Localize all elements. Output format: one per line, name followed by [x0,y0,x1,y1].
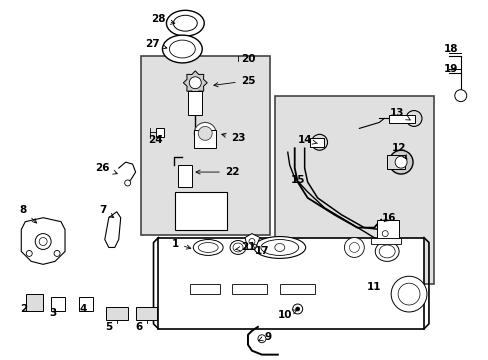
Bar [158,238,423,329]
Text: 19: 19 [443,64,457,74]
Ellipse shape [261,239,298,255]
Ellipse shape [162,35,202,63]
Ellipse shape [169,40,195,58]
Text: 12: 12 [391,143,406,159]
Text: 26: 26 [95,163,117,174]
Bar [79,297,93,311]
Circle shape [388,150,412,174]
Bar [232,284,266,294]
Ellipse shape [173,15,197,31]
Bar [274,96,433,284]
Circle shape [292,304,302,314]
Circle shape [257,335,265,343]
Ellipse shape [253,237,305,258]
Text: 11: 11 [366,282,381,292]
Text: 9: 9 [258,332,271,342]
Circle shape [405,111,421,126]
Bar [51,297,65,311]
Circle shape [454,90,466,102]
Circle shape [54,251,60,256]
Circle shape [26,251,32,256]
Text: 13: 13 [389,108,409,120]
Ellipse shape [233,243,243,252]
Ellipse shape [166,10,204,36]
Polygon shape [244,234,260,249]
Text: 25: 25 [213,76,255,87]
Text: 23: 23 [221,133,245,143]
Bar [194,130,216,148]
Text: 16: 16 [381,213,396,223]
Circle shape [397,283,419,305]
Text: 22: 22 [196,167,239,177]
Circle shape [248,239,254,244]
Bar [178,165,192,187]
Text: 4: 4 [79,304,86,314]
Circle shape [390,276,426,312]
Ellipse shape [379,245,394,258]
Bar [141,56,269,235]
Circle shape [35,234,51,249]
Bar [155,129,164,137]
Bar [26,294,43,311]
Circle shape [194,122,216,144]
Bar [376,220,398,238]
Bar [190,284,220,294]
Bar [309,138,323,147]
Circle shape [39,238,47,246]
Bar [175,192,226,230]
Text: 18: 18 [443,44,457,54]
Text: 3: 3 [49,308,57,318]
Circle shape [124,180,130,186]
Text: 7: 7 [99,205,114,217]
Circle shape [394,156,406,168]
Circle shape [344,238,364,257]
Circle shape [311,134,327,150]
Ellipse shape [274,243,284,251]
Bar [135,307,157,320]
Ellipse shape [193,239,223,255]
Ellipse shape [230,240,245,255]
Ellipse shape [374,242,398,261]
Circle shape [189,77,201,89]
Polygon shape [104,212,121,247]
Text: 1: 1 [171,239,190,249]
Text: 24: 24 [148,135,163,145]
Polygon shape [21,218,65,264]
Bar [386,155,404,169]
Bar [188,91,202,114]
Bar [279,284,314,294]
Text: 20: 20 [240,54,255,64]
Text: 8: 8 [20,205,37,223]
Bar [370,238,400,243]
Circle shape [382,231,387,237]
Text: 14: 14 [297,135,317,145]
Bar [105,307,127,320]
Text: 2: 2 [20,304,27,314]
Text: 10: 10 [277,310,297,320]
Circle shape [198,126,212,140]
Polygon shape [183,71,207,95]
Text: 15: 15 [290,175,305,185]
Text: 17: 17 [252,244,269,256]
Circle shape [295,307,299,311]
Bar [388,114,414,123]
Text: 27: 27 [145,39,166,49]
Text: 5: 5 [105,322,112,332]
Ellipse shape [198,243,218,252]
Circle shape [349,243,359,252]
Text: 28: 28 [151,14,174,24]
Text: 6: 6 [135,322,142,332]
Text: 21: 21 [235,243,255,252]
